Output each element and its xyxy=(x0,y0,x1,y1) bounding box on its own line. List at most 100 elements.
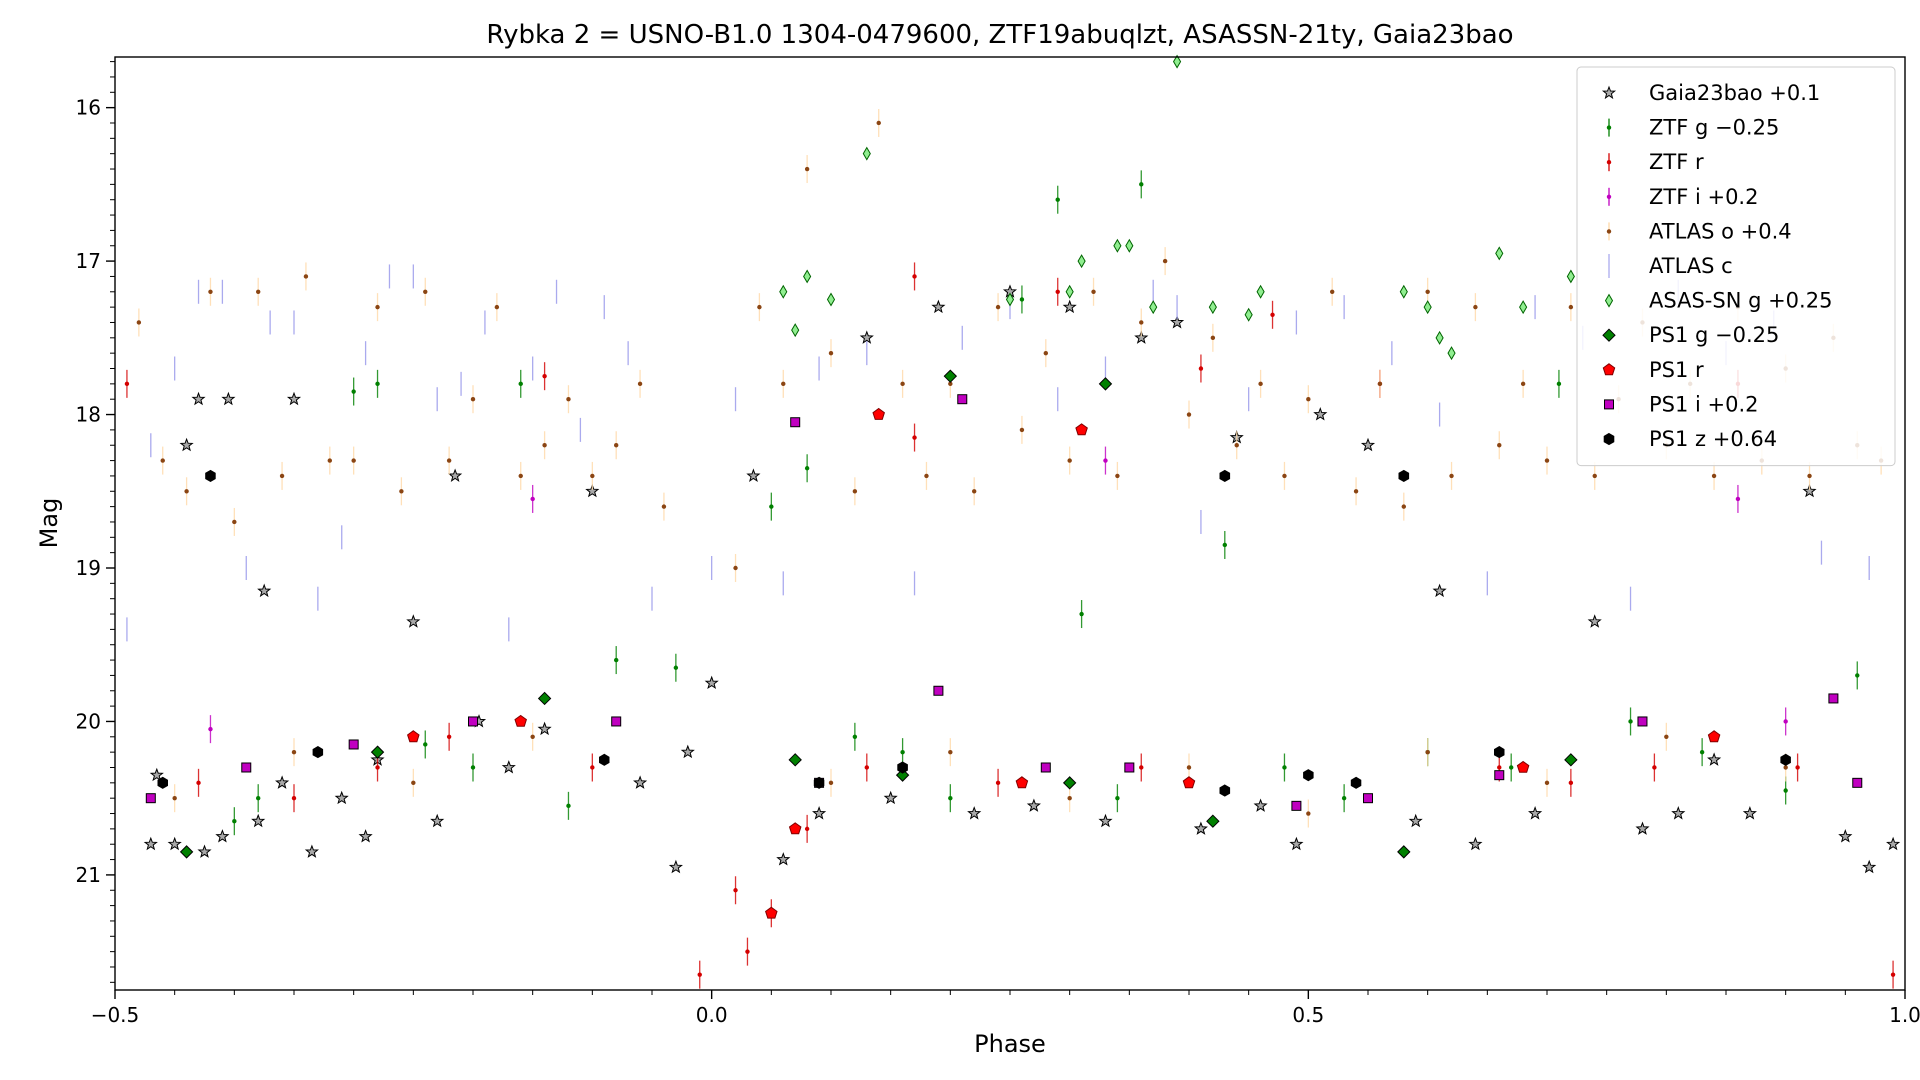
data-point xyxy=(430,813,445,828)
data-point xyxy=(804,166,810,172)
data-point xyxy=(1886,836,1901,851)
x-tick-label: 1.0 xyxy=(1889,1003,1920,1027)
data-point xyxy=(1062,776,1077,790)
data-point xyxy=(446,458,452,463)
data-point xyxy=(1219,784,1231,797)
legend-label: ZTF r xyxy=(1649,150,1704,174)
data-point xyxy=(370,745,385,759)
data-point xyxy=(637,381,643,387)
data-point xyxy=(790,417,801,428)
legend-label: ZTF g −0.25 xyxy=(1649,116,1779,140)
data-point xyxy=(614,443,619,448)
data-point xyxy=(1363,793,1373,804)
data-point xyxy=(423,742,428,747)
data-point xyxy=(1256,284,1265,299)
data-point xyxy=(1208,300,1217,315)
data-point xyxy=(933,685,944,696)
axes-layer: −0.5 0.0 0.5 1.0 16 17 18 19 20 21 xyxy=(76,61,1920,1027)
data-point xyxy=(1432,583,1447,598)
legend-label: PS1 z +0.64 xyxy=(1649,427,1777,451)
data-point xyxy=(375,765,380,770)
data-point xyxy=(251,813,266,828)
series-0 xyxy=(143,284,1901,874)
data-point xyxy=(745,949,750,954)
data-point xyxy=(1423,300,1432,315)
data-point xyxy=(1270,312,1275,318)
y-tick-label: 16 xyxy=(76,96,101,120)
data-point xyxy=(859,330,874,344)
legend-marker xyxy=(1606,160,1612,165)
data-point xyxy=(304,844,319,858)
data-point xyxy=(179,437,194,452)
data-point xyxy=(286,391,302,406)
data-point xyxy=(1115,795,1120,801)
data-point xyxy=(1134,330,1149,344)
data-point xyxy=(1399,284,1408,299)
data-point xyxy=(862,146,871,161)
data-point xyxy=(179,845,194,859)
data-point xyxy=(375,381,380,387)
data-point xyxy=(590,765,595,770)
data-point xyxy=(275,775,290,789)
data-point xyxy=(205,469,216,482)
data-point xyxy=(1509,765,1514,770)
data-point xyxy=(1742,806,1757,820)
data-point xyxy=(143,836,158,851)
data-point xyxy=(514,714,527,727)
data-point xyxy=(1528,806,1543,820)
data-point xyxy=(257,583,272,598)
data-point xyxy=(757,304,762,310)
data-point xyxy=(537,721,552,736)
data-point xyxy=(1040,762,1051,773)
data-point xyxy=(1783,788,1788,793)
series-8 xyxy=(407,407,1721,919)
data-point xyxy=(1067,458,1072,463)
data-point xyxy=(1091,289,1096,294)
data-point xyxy=(1519,300,1528,315)
data-point xyxy=(1783,719,1788,724)
data-point xyxy=(1330,289,1335,294)
data-point xyxy=(124,381,130,387)
data-point xyxy=(872,407,885,420)
data-point xyxy=(1098,813,1113,828)
data-point xyxy=(765,906,778,919)
data-point xyxy=(160,458,165,463)
data-point xyxy=(312,746,324,759)
data-point xyxy=(1780,753,1791,766)
data-point xyxy=(518,381,523,387)
data-point xyxy=(943,369,958,383)
series-9 xyxy=(145,394,1863,811)
data-point xyxy=(291,749,297,755)
legend: Gaia23bao +0.1 ZTF g −0.25 ZTF r ZTF i +0.2… xyxy=(1576,66,1896,467)
data-point xyxy=(1172,54,1182,69)
data-point xyxy=(191,391,206,406)
data-point xyxy=(957,394,968,405)
data-point xyxy=(1447,346,1456,361)
data-point xyxy=(184,489,189,494)
data-point xyxy=(1497,765,1502,770)
data-point xyxy=(406,614,421,628)
data-point xyxy=(661,504,667,509)
data-point xyxy=(1568,780,1574,786)
data-point xyxy=(1652,765,1657,770)
data-point xyxy=(1062,299,1077,314)
data-point xyxy=(1350,776,1362,789)
data-point xyxy=(1291,800,1302,811)
legend-label: ASAS-SN g +0.25 xyxy=(1649,289,1832,313)
legend-label: PS1 g −0.25 xyxy=(1649,323,1779,347)
data-point xyxy=(673,665,679,670)
data-point xyxy=(1425,289,1430,294)
data-point xyxy=(1473,304,1478,310)
data-point xyxy=(1303,769,1314,782)
legend-label: ATLAS c xyxy=(1649,254,1733,278)
data-point xyxy=(1783,765,1788,770)
legend-entry: PS1 z +0.64 xyxy=(1603,427,1777,451)
data-point xyxy=(1516,760,1530,773)
data-point xyxy=(779,284,788,299)
data-point xyxy=(769,504,774,509)
data-point xyxy=(501,760,516,774)
data-point xyxy=(1139,765,1144,770)
data-point xyxy=(1219,469,1231,482)
data-point xyxy=(1468,836,1483,851)
data-point xyxy=(733,565,738,571)
